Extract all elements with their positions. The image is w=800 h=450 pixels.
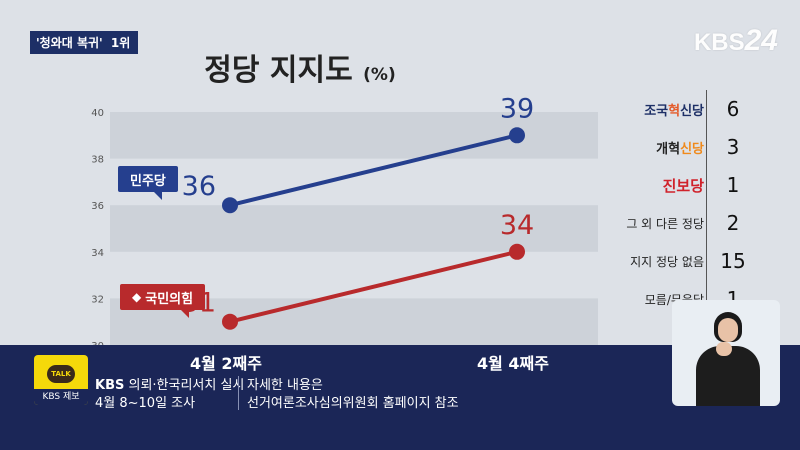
side-row: 조국혁신당 6: [604, 90, 748, 128]
ppp-heart-icon: ◆: [132, 290, 142, 304]
data-point: [509, 127, 525, 144]
chart-title-unit: (%): [363, 65, 396, 85]
side-row-value: 6: [726, 97, 740, 121]
ppp-party-tag-label: 국민의힘: [145, 291, 194, 307]
side-row-value: 1: [726, 173, 740, 197]
side-row: 그 외 다른 정당 2: [604, 204, 748, 242]
y-tick-label: 38: [91, 155, 104, 166]
x-tick-label: 4월 2째주: [190, 354, 262, 373]
y-tick-label: 34: [91, 248, 104, 259]
side-row-value: 2: [726, 211, 740, 235]
kbs24-logo-text: KBS: [693, 29, 745, 56]
y-tick-label: 32: [91, 294, 104, 305]
side-row: 진보당 1: [604, 166, 748, 204]
x-tick-label: 4월 4째주: [477, 354, 549, 373]
bottom-info-bar: [0, 345, 800, 450]
side-row-value: 15: [720, 249, 746, 273]
series-line: [229, 249, 518, 324]
data-point: [222, 313, 238, 330]
side-row: 지지 정당 없음 15: [604, 242, 748, 280]
side-row-name: 지지 정당 없음: [630, 254, 704, 269]
side-row-name: 개혁신당: [656, 141, 704, 157]
series-line: [229, 133, 518, 208]
talk-bubble-icon: TALK: [47, 365, 75, 383]
kbs-report-caption: KBS 제보: [34, 389, 88, 405]
survey-source: KBS 의뢰·한국리서치 실시: [95, 378, 245, 393]
kbs24-logo-number: 24: [744, 24, 778, 57]
chart-title: 정당 지지도 (%): [0, 45, 600, 89]
side-row-value: 3: [726, 135, 740, 159]
data-label: 36: [182, 171, 216, 202]
y-tick-label: 36: [91, 201, 104, 212]
survey-more-info-line1: 자세한 내용은: [247, 378, 323, 393]
interpreter-face: [718, 318, 738, 342]
dem-party-tag: 민주당: [118, 166, 178, 200]
side-table-divider: [706, 90, 707, 318]
headline-tag-rank: 1위: [110, 36, 131, 50]
survey-more-info-line2: 선거여론조사심의위원회 홈페이지 참조: [247, 396, 459, 411]
side-row-name: 조국혁신당: [644, 103, 704, 119]
sign-language-interpreter: [672, 300, 780, 406]
ppp-party-tag: ◆ 국민의힘: [120, 284, 206, 318]
kbs24-logo: KBS24: [694, 24, 778, 58]
data-point: [222, 197, 238, 214]
side-row-name: 그 외 다른 정당: [626, 216, 704, 231]
survey-date: 4월 8~10일 조사: [95, 396, 196, 411]
data-label: 34: [500, 210, 534, 241]
chart-title-main: 정당 지지도: [204, 53, 353, 88]
interpreter-hand: [716, 342, 732, 356]
dem-party-tag-label: 민주당: [130, 173, 166, 189]
headline-tag: '청와대 복귀' 1위: [30, 31, 139, 54]
other-parties-table: 조국혁신당 6 개혁신당 3 진보당 1 그 외 다른 정당 2 지지 정당 없…: [604, 90, 748, 318]
data-point: [509, 243, 525, 260]
y-tick-label: 40: [91, 108, 104, 119]
source-divider: [238, 376, 239, 410]
side-row-name: 진보당: [662, 176, 704, 195]
interpreter-body: [696, 346, 760, 406]
side-row: 개혁신당 3: [604, 128, 748, 166]
headline-tag-quote: '청와대 복귀': [36, 36, 103, 50]
data-label: 39: [500, 93, 534, 124]
